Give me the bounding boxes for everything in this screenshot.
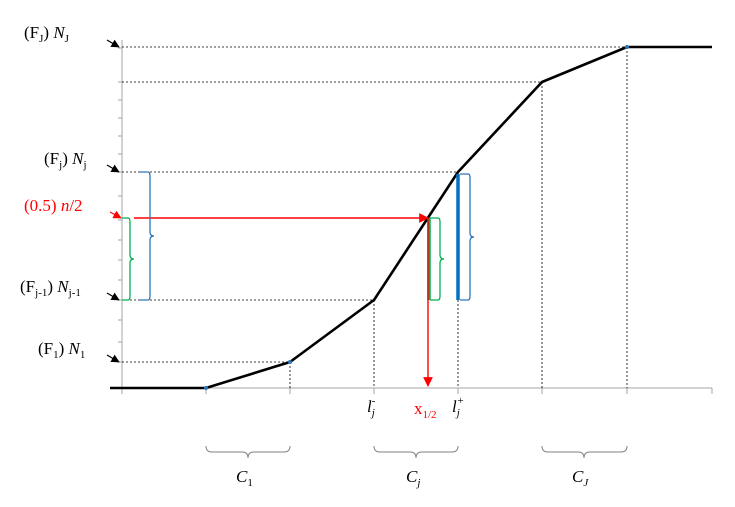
pointer-Nj-1 xyxy=(106,292,120,301)
pointer-half xyxy=(109,210,122,219)
label-F1-N1: (F1) N1 xyxy=(38,339,85,361)
y-axis-ticks xyxy=(118,47,122,363)
pointer-NJ xyxy=(106,39,120,48)
label-Fj-1-Nj-1: (Fj-1) Nj-1 xyxy=(20,277,81,299)
blue-left-brace xyxy=(140,171,155,301)
label-lj-minus: lj- xyxy=(367,395,376,419)
pointer-Nj xyxy=(106,164,120,173)
blue-right-brace xyxy=(460,173,475,301)
class-braces xyxy=(205,445,628,459)
cumulative-frequency-curve xyxy=(110,45,712,390)
label-C1: C1 xyxy=(236,467,253,489)
pointer-N1 xyxy=(106,354,120,363)
y-label-pointers xyxy=(106,39,120,363)
x-axis-ticks xyxy=(121,388,713,394)
green-right-brace xyxy=(430,217,445,301)
curve-vertices xyxy=(204,45,629,390)
green-left-brace xyxy=(122,217,135,301)
label-Fj-Nj: (Fj) Nj xyxy=(44,149,87,171)
label-lj-plus: lj+ xyxy=(452,395,464,419)
brace-CJ xyxy=(541,445,628,459)
label-Cj: Cj xyxy=(406,467,420,489)
label-CJ: CJ xyxy=(572,467,589,489)
label-FJ-NJ: (FJ) NJ xyxy=(24,23,70,45)
y-axis xyxy=(118,40,123,388)
guide-lines xyxy=(122,46,628,388)
label-x-median: x1/2 xyxy=(414,399,437,421)
label-half-n: (0.5) n/2 xyxy=(24,196,83,215)
brace-C1 xyxy=(205,445,291,459)
brace-Cj xyxy=(373,445,459,459)
